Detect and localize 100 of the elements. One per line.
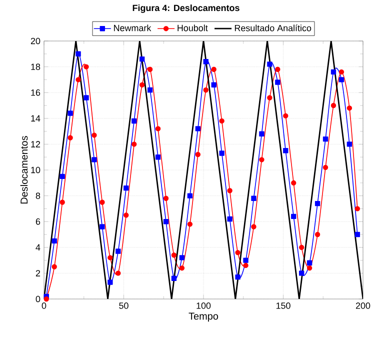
point — [203, 59, 208, 64]
y-tick-label: 16 — [31, 89, 40, 96]
point — [354, 206, 360, 212]
point — [163, 219, 169, 224]
y-tick-label: 20 — [30, 38, 40, 44]
point — [203, 87, 208, 93]
x-tick-label: 50 — [119, 302, 128, 309]
point — [211, 66, 216, 72]
point — [275, 66, 280, 72]
point — [338, 69, 344, 75]
point — [100, 224, 105, 230]
point — [108, 255, 113, 260]
point — [299, 244, 304, 250]
point — [84, 64, 89, 70]
point — [92, 132, 97, 138]
point — [322, 164, 328, 170]
point — [243, 258, 248, 263]
point — [179, 265, 185, 271]
point — [155, 126, 161, 132]
point — [76, 77, 81, 82]
point — [60, 200, 65, 205]
point — [235, 274, 240, 280]
point — [330, 102, 336, 108]
point — [147, 66, 153, 72]
point — [132, 142, 137, 147]
point — [219, 150, 224, 156]
point — [124, 212, 129, 218]
point — [124, 185, 129, 191]
point — [267, 62, 272, 67]
y-axis-title: Deslocamentos — [20, 136, 28, 204]
legend-label: Newmark — [114, 24, 152, 32]
point — [243, 262, 248, 268]
y-tick-label: 12 — [31, 141, 40, 148]
point — [140, 82, 145, 88]
point — [338, 77, 344, 82]
point — [227, 188, 232, 194]
point — [68, 110, 73, 116]
legend-label: Houbolt — [178, 24, 208, 32]
y-tick-label: 8 — [36, 192, 40, 199]
x-axis-title: Tempo — [188, 312, 218, 322]
legend-label: Resultado Analítico — [234, 24, 312, 32]
point — [306, 260, 312, 266]
chart-title: Figura 4: Deslocamentos — [132, 4, 240, 13]
point — [108, 280, 113, 285]
point — [354, 232, 360, 238]
point — [60, 174, 65, 180]
point — [346, 105, 352, 111]
point — [251, 196, 256, 201]
point — [227, 216, 232, 222]
point — [100, 200, 105, 205]
point — [346, 142, 352, 147]
point — [219, 118, 224, 124]
point — [259, 131, 264, 136]
y-tick-label: 10 — [31, 166, 40, 174]
point — [68, 135, 73, 140]
point — [283, 113, 288, 118]
point — [140, 56, 145, 62]
point — [132, 118, 137, 124]
point — [195, 126, 201, 132]
point — [179, 255, 185, 260]
point — [155, 154, 161, 160]
point — [171, 276, 177, 281]
point — [44, 296, 49, 302]
x-tick-label: 150 — [276, 302, 290, 309]
point — [116, 270, 121, 276]
point — [187, 222, 193, 227]
point — [187, 193, 193, 198]
point — [299, 270, 304, 276]
point — [314, 232, 320, 238]
point — [322, 136, 328, 142]
point — [291, 180, 296, 186]
point — [163, 196, 169, 201]
y-tick-label: 18 — [31, 64, 40, 70]
point — [84, 95, 89, 100]
x-tick-label: 100 — [196, 302, 211, 309]
point — [259, 157, 264, 162]
point — [76, 51, 81, 56]
point — [275, 80, 280, 85]
y-tick-label: 2 — [36, 270, 40, 276]
point — [92, 157, 97, 162]
x-tick-label: 200 — [356, 302, 370, 309]
point — [211, 82, 216, 88]
point — [314, 200, 320, 206]
point — [267, 95, 272, 100]
point — [171, 252, 177, 258]
point — [195, 152, 201, 158]
point — [291, 214, 296, 220]
point — [52, 238, 57, 244]
x-tick-label: 0 — [42, 302, 46, 309]
point — [235, 250, 240, 256]
point — [116, 248, 121, 254]
point — [330, 69, 336, 75]
point — [306, 265, 312, 271]
point — [147, 87, 153, 93]
y-tick-label: 14 — [31, 115, 40, 122]
y-tick-label: 6 — [36, 218, 40, 225]
y-tick-label: 4 — [36, 244, 40, 250]
point — [283, 148, 288, 154]
point — [52, 264, 57, 270]
y-tick-label: 0 — [36, 296, 40, 302]
